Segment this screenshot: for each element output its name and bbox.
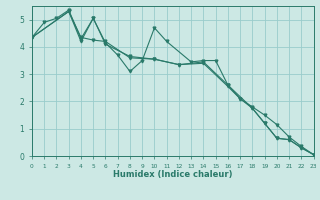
- X-axis label: Humidex (Indice chaleur): Humidex (Indice chaleur): [113, 170, 233, 179]
